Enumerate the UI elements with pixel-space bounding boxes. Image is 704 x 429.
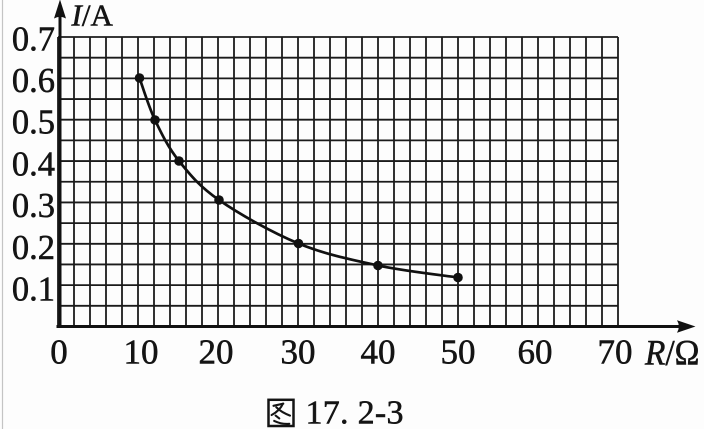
- svg-text:0.4: 0.4: [12, 145, 55, 183]
- svg-text:0.5: 0.5: [12, 104, 55, 142]
- svg-text:I/A: I/A: [71, 0, 114, 33]
- svg-text:0.6: 0.6: [12, 62, 55, 100]
- svg-text:R/Ω: R/Ω: [644, 333, 699, 373]
- svg-text:17. 2-3: 17. 2-3: [306, 395, 404, 429]
- svg-text:0.7: 0.7: [12, 20, 55, 58]
- svg-text:0: 0: [50, 333, 68, 372]
- svg-text:0.2: 0.2: [12, 229, 55, 267]
- svg-text:10: 10: [124, 333, 159, 372]
- svg-text:70: 70: [598, 333, 633, 372]
- svg-text:60: 60: [518, 333, 553, 372]
- svg-text:20: 20: [199, 333, 234, 372]
- svg-text:0.1: 0.1: [12, 271, 55, 309]
- svg-text:0.3: 0.3: [12, 187, 55, 225]
- svg-text:30: 30: [281, 333, 316, 372]
- svg-text:40: 40: [361, 333, 396, 372]
- svg-text:50: 50: [441, 333, 476, 372]
